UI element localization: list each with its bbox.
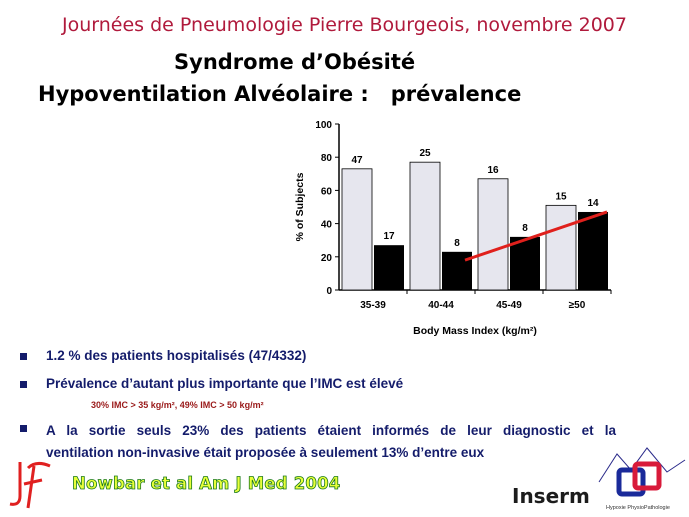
bullet-marker [20,353,27,360]
bar-data-label: 8 [454,238,460,249]
bar-data-label: 14 [587,198,599,209]
y-axis-label: % of Subjects [294,172,306,241]
bar [409,161,441,291]
slide-title-line1: Syndrome d’Obésité [174,50,416,74]
trend-line [464,210,608,262]
bullet-text-line1: A la sortie seuls 23% des patients étaie… [46,423,616,438]
conference-header: Journées de Pneumologie Pierre Bourgeois… [62,14,627,36]
bullet-text: Prévalence d’autant plus importante que … [46,376,404,391]
y-tick-label: 80 [321,153,333,164]
x-tick-label: ≥50 [569,300,586,311]
bullet-marker [20,425,27,432]
bar-data-label: 15 [555,191,567,202]
y-tick-label: 20 [321,253,333,264]
bullet-sub-note: 30% IMC > 35 kg/m², 49% IMC > 50 kg/m² [91,400,264,410]
bar [374,245,404,290]
x-tick-label: 35-39 [360,300,386,311]
bullet-marker [20,381,27,388]
inserm-logo: Inserm [512,484,590,508]
bmi-prevalence-chart: 0 20 40 60 80 100 47 25 16 15 17 8 8 14 35-39 40-44 45-4… [294,120,612,337]
bar [341,168,373,291]
bar [578,211,608,290]
x-axis-label: Body Mass Index (kg/m²) [413,325,537,337]
bar [545,204,577,291]
reference-citation: Nowbar et al Am J Med 2004 [72,474,341,494]
hp-logo-caption: Hypoxie PhysioPathologie [606,505,670,511]
bar-data-label: 16 [487,165,499,176]
bullet-text-line2: ventilation non-invasive était proposée … [46,445,485,460]
bullet-text: 1.2 % des patients hospitalisés (47/4332… [46,348,307,363]
y-tick-label: 60 [321,186,333,197]
jf-logo-icon [9,461,51,509]
x-tick-label: 40-44 [428,300,454,311]
slide-title-line2: Hypoventilation Alvéolaire : prévalence [38,82,522,106]
bar-data-label: 25 [419,148,431,159]
x-tick-label: 45-49 [496,300,522,311]
bar-data-label: 8 [522,223,528,234]
hp-logo-icon [598,447,686,497]
bar-data-label: 47 [351,155,363,166]
y-tick-label: 100 [315,120,332,131]
bar-data-label: 17 [383,231,395,242]
bar [477,178,509,291]
y-tick-label: 40 [321,220,333,231]
y-tick-label: 0 [326,286,332,297]
bar [510,236,540,290]
bar [442,251,472,290]
bullet-text: A la sortie seuls 23% des patients étaie… [46,420,616,464]
